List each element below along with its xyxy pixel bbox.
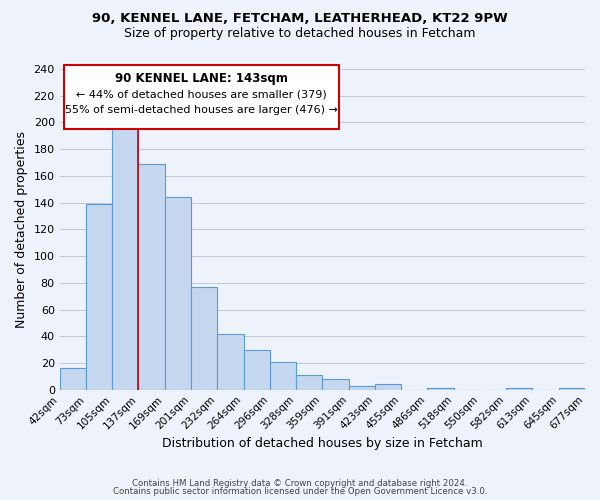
Text: 90, KENNEL LANE, FETCHAM, LEATHERHEAD, KT22 9PW: 90, KENNEL LANE, FETCHAM, LEATHERHEAD, K… bbox=[92, 12, 508, 26]
Text: Contains public sector information licensed under the Open Government Licence v3: Contains public sector information licen… bbox=[113, 487, 487, 496]
Text: ← 44% of detached houses are smaller (379): ← 44% of detached houses are smaller (37… bbox=[76, 89, 327, 99]
FancyBboxPatch shape bbox=[64, 65, 340, 129]
X-axis label: Distribution of detached houses by size in Fetcham: Distribution of detached houses by size … bbox=[162, 437, 483, 450]
Bar bbox=[427, 388, 454, 390]
Bar bbox=[59, 368, 86, 390]
Bar bbox=[191, 287, 217, 390]
Bar bbox=[375, 384, 401, 390]
Text: Contains HM Land Registry data © Crown copyright and database right 2024.: Contains HM Land Registry data © Crown c… bbox=[132, 478, 468, 488]
Bar bbox=[349, 386, 375, 390]
Y-axis label: Number of detached properties: Number of detached properties bbox=[15, 131, 28, 328]
Text: 55% of semi-detached houses are larger (476) →: 55% of semi-detached houses are larger (… bbox=[65, 105, 338, 115]
Bar bbox=[244, 350, 270, 390]
Bar bbox=[270, 362, 296, 390]
Bar bbox=[217, 334, 244, 390]
Bar bbox=[296, 375, 322, 390]
Bar bbox=[165, 198, 191, 390]
Bar bbox=[139, 164, 165, 390]
Bar bbox=[322, 379, 349, 390]
Bar bbox=[559, 388, 585, 390]
Bar bbox=[506, 388, 532, 390]
Bar bbox=[112, 125, 139, 390]
Text: 90 KENNEL LANE: 143sqm: 90 KENNEL LANE: 143sqm bbox=[115, 72, 288, 85]
Text: Size of property relative to detached houses in Fetcham: Size of property relative to detached ho… bbox=[124, 28, 476, 40]
Bar bbox=[86, 204, 112, 390]
